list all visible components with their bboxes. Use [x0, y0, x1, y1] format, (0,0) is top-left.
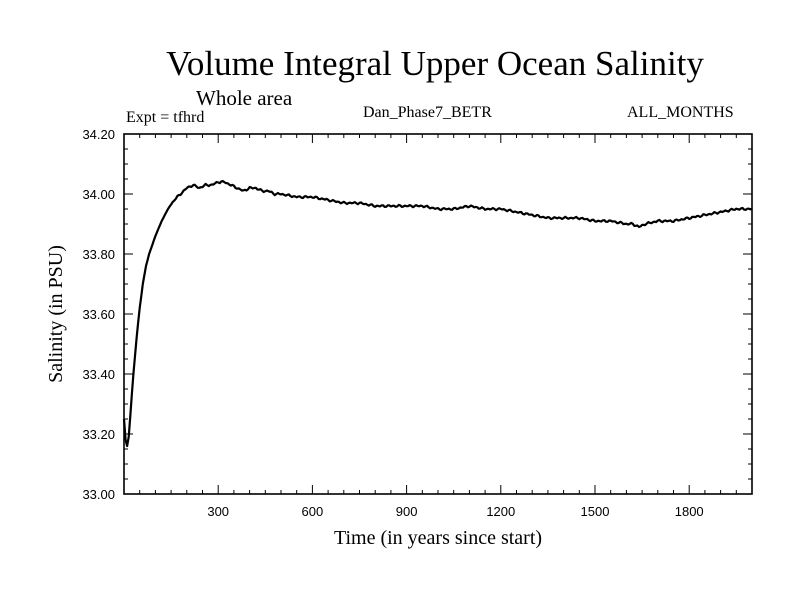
chart-subtitle: Whole area	[196, 86, 293, 110]
experiment-label: Expt = tfhrd	[126, 109, 205, 126]
y-axis-label: Salinity (in PSU)	[45, 245, 67, 383]
dataset-label: Dan_Phase7_BETR	[363, 104, 492, 121]
axis-ticks	[123, 133, 753, 495]
x-tick-label: 1800	[675, 504, 704, 519]
y-tick-label: 33.40	[82, 367, 115, 382]
plot-frame	[123, 133, 753, 495]
x-tick-label: 300	[207, 504, 229, 519]
y-tick-label: 33.00	[82, 487, 115, 502]
x-tick-label: 600	[302, 504, 324, 519]
y-tick-label: 34.00	[82, 187, 115, 202]
x-tick-label: 900	[396, 504, 418, 519]
chart-title: Volume Integral Upper Ocean Salinity	[166, 44, 704, 83]
x-tick-label: 1200	[486, 504, 515, 519]
y-tick-label: 33.80	[82, 247, 115, 262]
y-tick-labels: 33.00 33.20 33.40 33.60 33.80 34.00 34.20	[82, 127, 115, 502]
x-axis-label: Time (in years since start)	[334, 527, 542, 549]
x-tick-labels: 300 600 900 1200 1500 1800	[207, 504, 703, 519]
salinity-series-line	[122, 180, 753, 448]
x-tick-label: 1500	[581, 504, 610, 519]
y-tick-label: 34.20	[82, 127, 115, 142]
y-tick-label: 33.20	[82, 427, 115, 442]
y-tick-label: 33.60	[82, 307, 115, 322]
period-label: ALL_MONTHS	[627, 104, 734, 121]
